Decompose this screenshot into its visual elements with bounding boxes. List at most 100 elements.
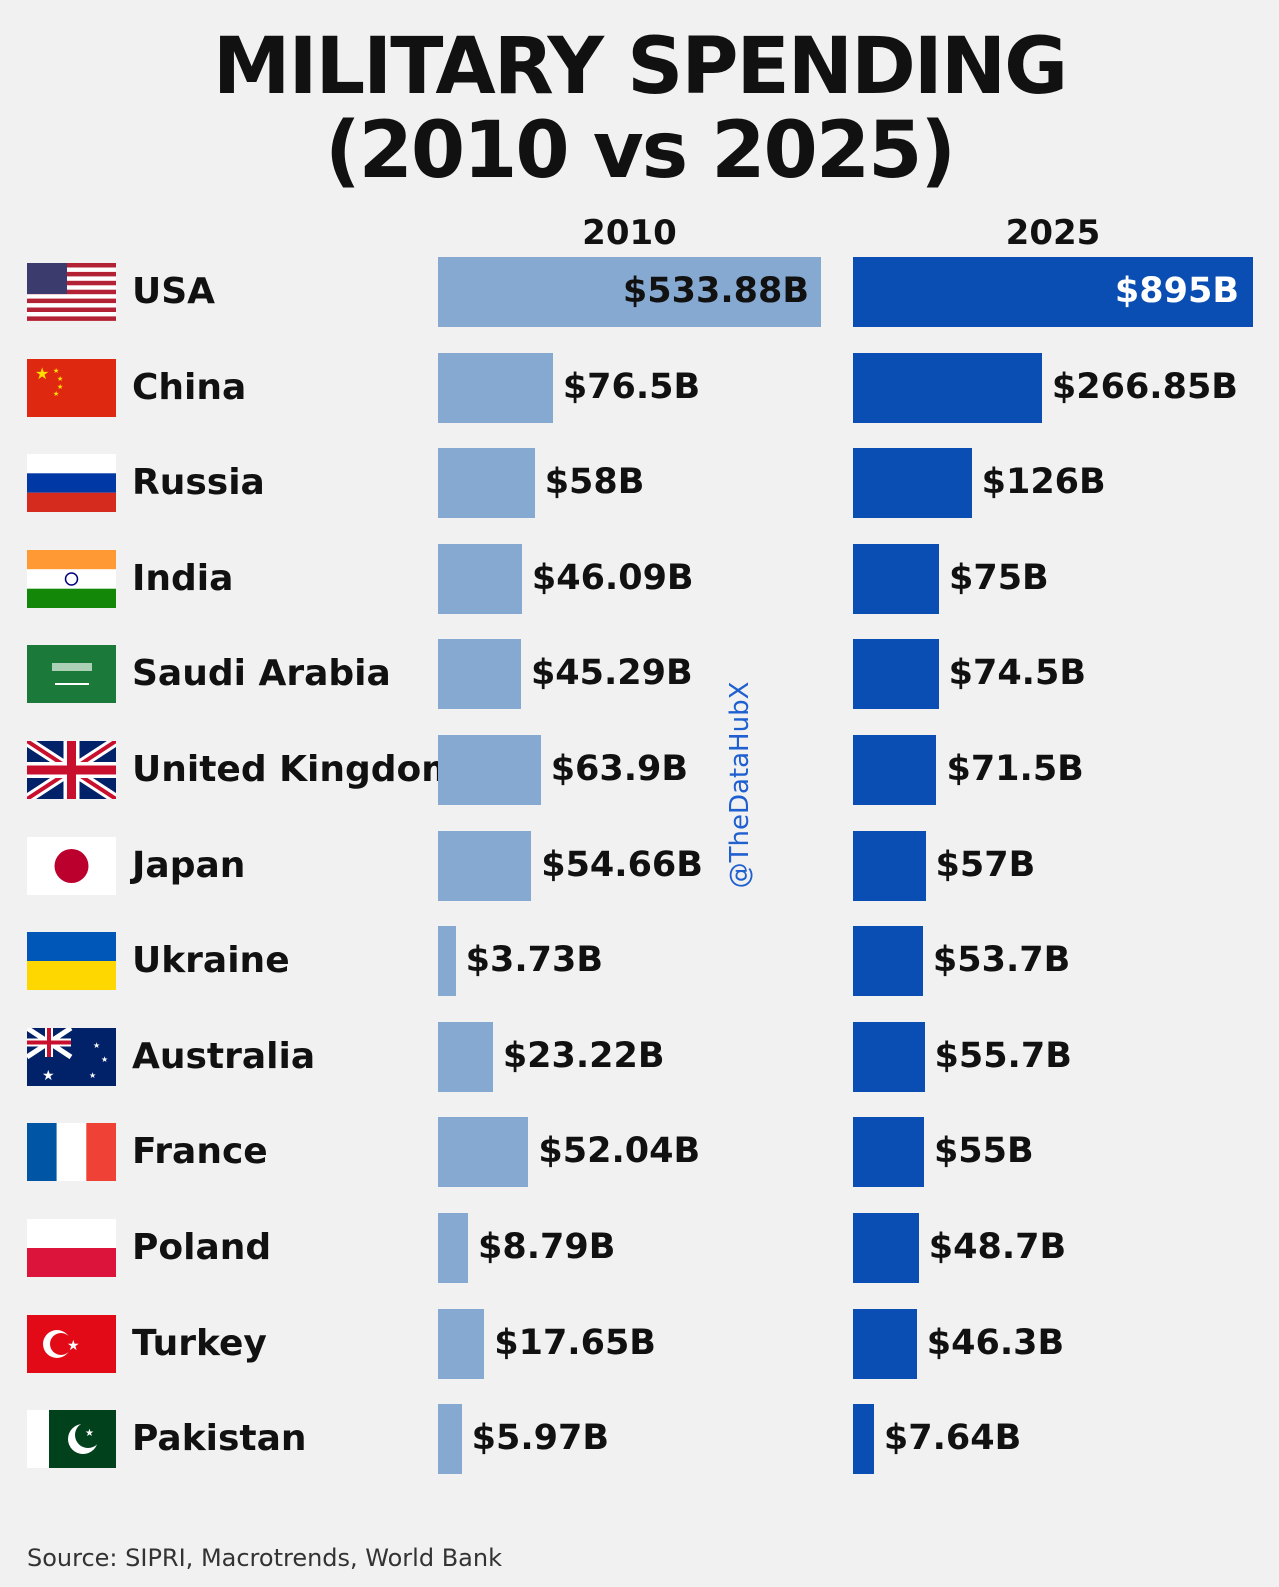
- flag-ru-icon: [27, 454, 116, 513]
- flag-cn-icon: ★ ★★★★: [27, 358, 116, 417]
- bar-2010: [438, 1308, 485, 1379]
- value-label-2010: $54.66B: [541, 844, 703, 885]
- bar-2010: [438, 257, 821, 327]
- bar-2010: [438, 639, 521, 710]
- watermark: @TheDataHubX: [725, 681, 755, 889]
- country-label: France: [132, 1131, 268, 1173]
- flag-pl-icon: [27, 1219, 116, 1277]
- value-label-2010: $63.9B: [550, 749, 689, 789]
- country-label: United Kingdom: [132, 749, 459, 790]
- value-label-2010: $533.88B: [622, 271, 809, 311]
- row-japan: Japan $54.66B $57B: [0, 830, 1279, 901]
- svg-text:★: ★: [42, 1068, 55, 1084]
- bar-2010: [438, 1021, 493, 1092]
- row-ukraine: Ukraine $3.73B $53.7B: [0, 926, 1279, 997]
- svg-text:★: ★: [101, 1055, 108, 1064]
- row-china: ★ ★ ★ ★ ★ China $76.5B $266.85B: [0, 352, 1279, 423]
- source-note: Source: SIPRI, Macrotrends, World Bank: [27, 1544, 502, 1572]
- value-label-2010: $52.04B: [538, 1131, 701, 1172]
- bar-2010: [438, 352, 553, 423]
- value-label-2010: $76.5B: [562, 366, 701, 407]
- flag-sa-icon: [27, 645, 116, 704]
- row-france: France $52.04B $55B: [0, 1117, 1279, 1188]
- value-label-2025: $46.3B: [926, 1322, 1065, 1363]
- country-label: Australia: [132, 1035, 316, 1077]
- value-label-2010: $5.97B: [471, 1418, 609, 1459]
- value-label-2025: $75B: [948, 557, 1049, 598]
- value-label-2025: $7.64B: [883, 1418, 1022, 1459]
- row-pakistan: ★ Pakistan $5.97B $7.64B: [0, 1404, 1279, 1475]
- bar-2025: [853, 543, 939, 614]
- bar-2025: [853, 639, 939, 710]
- country-label: Saudi Arabia: [132, 653, 391, 695]
- flag-au-icon: ★★★★: [27, 1027, 116, 1086]
- value-label-2010: $3.73B: [465, 940, 604, 981]
- flag-tr-icon: ★: [27, 1314, 116, 1373]
- row-poland: Poland $8.79B $48.7B: [0, 1213, 1279, 1283]
- value-label-2010: $23.22B: [502, 1035, 665, 1076]
- value-label-2025: $126B: [981, 462, 1106, 503]
- row-australia: ★ ★ ★ ★ Australia $23.22B $55.7B: [0, 1021, 1279, 1092]
- svg-text:★: ★: [67, 1338, 80, 1354]
- value-label-2010: $17.65B: [494, 1322, 656, 1363]
- row-united-kingdom: United Kingdom $63.9B $71.5B: [0, 735, 1279, 805]
- bar-2010: [438, 926, 456, 997]
- value-label-2025: $55.7B: [934, 1035, 1072, 1076]
- bar-2010: [438, 1404, 462, 1475]
- country-label: USA: [132, 271, 216, 312]
- country-label: India: [132, 557, 234, 599]
- svg-text:★: ★: [53, 367, 59, 375]
- column-header-2010: 2010: [582, 213, 677, 253]
- chart-subtitle: (2010 vs 2025): [324, 106, 956, 196]
- bar-2025: [853, 1404, 874, 1475]
- country-label: Turkey: [132, 1322, 267, 1364]
- bar-2025: [853, 448, 972, 519]
- value-label-2025: $48.7B: [928, 1227, 1067, 1267]
- country-label: Japan: [132, 844, 246, 886]
- bar-2025: [853, 352, 1042, 423]
- value-label-2025: $74.5B: [948, 653, 1087, 694]
- flag-us-icon: [27, 263, 116, 321]
- bar-2025: [853, 1021, 925, 1092]
- flag-fr-icon: [27, 1123, 116, 1182]
- column-header-2025: 2025: [1005, 213, 1101, 253]
- country-label: Pakistan: [132, 1418, 307, 1460]
- bar-2025: [853, 257, 1253, 327]
- svg-text:★: ★: [53, 390, 59, 398]
- bar-2025: [853, 1308, 917, 1379]
- country-label: Poland: [132, 1227, 272, 1268]
- value-label-2010: $8.79B: [478, 1227, 616, 1267]
- value-label-2010: $46.09B: [531, 557, 694, 598]
- svg-text:★: ★: [35, 364, 49, 383]
- bar-2010: [438, 543, 522, 614]
- country-label: China: [132, 366, 247, 408]
- bar-2025: [853, 830, 926, 901]
- value-label-2025: $266.85B: [1051, 366, 1238, 407]
- value-label-2025: $895B: [1114, 271, 1239, 311]
- flag-ua-icon: [27, 932, 116, 991]
- value-label-2025: $53.7B: [932, 940, 1071, 981]
- value-label-2010: $45.29B: [530, 653, 693, 694]
- bar-2025: [853, 735, 937, 805]
- flag-gb-icon: [27, 741, 116, 799]
- country-label: Russia: [132, 462, 265, 504]
- bar-2010: [438, 448, 535, 519]
- svg-text:★: ★: [57, 375, 63, 383]
- country-label: Ukraine: [132, 940, 290, 982]
- value-label-2010: $58B: [544, 462, 645, 503]
- svg-text:★: ★: [85, 1428, 94, 1439]
- value-label-2025: $55B: [933, 1131, 1034, 1172]
- svg-text:★: ★: [57, 383, 63, 391]
- row-india: India $46.09B $75B: [0, 543, 1279, 614]
- bar-2010: [438, 735, 541, 805]
- flag-pk-icon: ★: [27, 1410, 116, 1469]
- bar-2010: [438, 1117, 529, 1188]
- bar-2025: [853, 1117, 924, 1188]
- svg-text:★: ★: [93, 1041, 100, 1050]
- svg-text:★: ★: [89, 1071, 96, 1080]
- flag-in-icon: [27, 549, 116, 608]
- bar-2010: [438, 830, 532, 901]
- row-usa: USA $533.88B $895B: [0, 257, 1279, 327]
- bar-2025: [853, 1213, 919, 1283]
